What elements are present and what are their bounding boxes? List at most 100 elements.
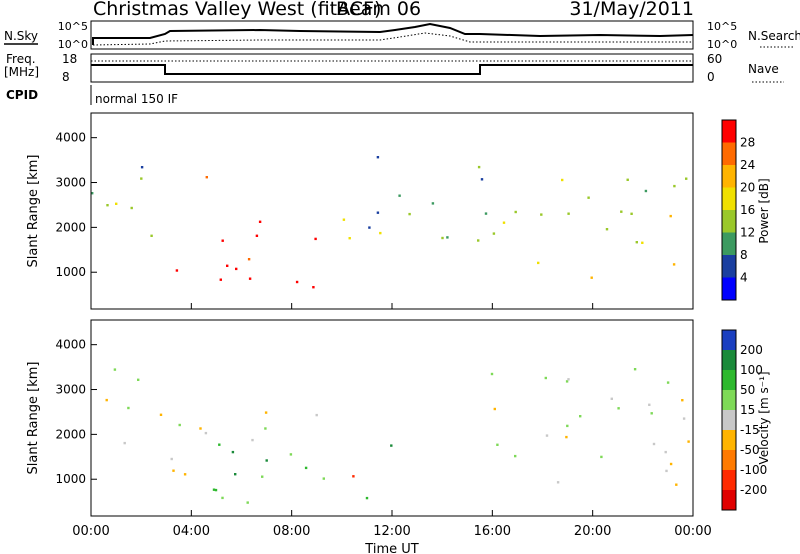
x-tick-label: 20:00	[574, 524, 611, 539]
heatmap-cell	[666, 381, 670, 384]
heatmap-cell	[545, 434, 549, 437]
velocity-colorbar-tick-label: -50	[740, 443, 760, 457]
heatmap-cell	[348, 237, 351, 240]
heatmap-cell	[175, 269, 179, 272]
heatmap-cell	[342, 218, 346, 221]
heatmap-cell	[565, 380, 569, 383]
heatmap-cell	[579, 415, 582, 418]
heatmap-cell	[490, 372, 494, 376]
heatmap-cell	[610, 397, 613, 400]
freq-strip-frame	[90, 53, 694, 83]
nsearch-trace	[92, 32, 693, 46]
power-colorbar-segment	[722, 187, 736, 211]
y-tick-label: 3000	[55, 383, 86, 397]
heatmap-cell	[669, 462, 673, 466]
heatmap-cell	[265, 459, 268, 462]
velocity-heatmap-cells	[105, 368, 690, 504]
heatmap-cell	[264, 411, 268, 414]
nave-bottom-tick: 0	[707, 70, 715, 84]
heatmap-cell	[641, 241, 644, 244]
x-tick-label: 00:00	[72, 524, 109, 539]
velocity-colorbar-segment	[722, 350, 736, 371]
velocity-colorbar-tick-label: 15	[740, 403, 755, 417]
y-tick-label: 4000	[55, 131, 86, 145]
heatmap-cell	[304, 466, 308, 470]
heatmap-cell	[312, 286, 315, 289]
x-tick-label: 08:00	[273, 524, 310, 539]
heatmap-cell	[314, 237, 317, 241]
cpid-value: normal 150 IF	[95, 92, 178, 106]
y-tick-label: 3000	[55, 176, 86, 190]
heatmap-cell	[620, 210, 623, 213]
velocity-panel-frame	[90, 319, 694, 517]
velocity-colorbar-segment	[722, 430, 736, 451]
heatmap-cell	[673, 184, 676, 188]
power-colorbar-label: Power [dB]	[757, 178, 771, 243]
power-colorbar-segment	[722, 255, 736, 278]
heatmap-cell	[289, 453, 293, 456]
heatmap-cell	[644, 189, 648, 193]
heatmap-cell	[514, 454, 517, 458]
velocity-colorbar-segment	[722, 370, 736, 391]
x-axis: 00:00 04:00 08:00 12:00 16:00 20:00 00:00	[72, 303, 712, 539]
heatmap-cell	[123, 441, 126, 445]
heatmap-cell	[219, 278, 222, 281]
heatmap-cell	[664, 450, 667, 454]
heatmap-cell	[441, 236, 444, 240]
heatmap-cell	[247, 258, 251, 261]
heatmap-cell	[105, 398, 108, 402]
heatmap-cell	[665, 469, 668, 473]
x-tick-label: 00:00	[674, 524, 711, 539]
heatmap-cell	[675, 483, 678, 486]
heatmap-cell	[605, 228, 609, 231]
power-colorbar-segment	[722, 120, 736, 143]
heatmap-cell	[255, 234, 259, 237]
heatmap-cell	[587, 196, 590, 199]
heatmap-cell	[630, 212, 633, 215]
heatmap-cell	[204, 431, 208, 435]
heatmap-cell	[496, 443, 499, 446]
heatmap-cell	[115, 202, 118, 205]
power-colorbar-tick-label: 16	[740, 203, 755, 217]
nsearch-top-tick: 10^5	[707, 20, 737, 33]
heatmap-cell	[130, 206, 133, 210]
heatmap-cell	[246, 501, 249, 504]
velocity-colorbar-tick-label: -15	[740, 423, 760, 437]
velocity-colorbar-tick-label: -100	[740, 463, 767, 477]
nsky-bottom-tick: 10^0	[58, 38, 88, 51]
power-y-axis-label: Slant Range [km]	[26, 155, 41, 268]
x-tick-label: 04:00	[173, 524, 210, 539]
nsearch-bottom-tick: 10^0	[707, 38, 737, 51]
heatmap-cell	[106, 204, 109, 207]
nave-label: Nave	[748, 62, 779, 76]
heatmap-cell	[214, 488, 218, 492]
freq-bottom-tick: 8	[62, 70, 70, 84]
heatmap-cell	[540, 213, 543, 216]
heatmap-cell	[480, 178, 484, 181]
heatmap-cell	[681, 399, 684, 402]
x-tick-label: 16:00	[474, 524, 511, 539]
y-tick-label: 2000	[55, 427, 86, 441]
power-colorbar-frame	[721, 119, 737, 301]
power-colorbar-segment	[722, 277, 736, 301]
velocity-colorbar-segment	[722, 410, 736, 431]
heatmap-cell	[231, 450, 235, 454]
nsky-top-tick: 10^5	[58, 20, 88, 33]
heatmap-cell	[544, 376, 547, 380]
y-tick-label: 4000	[55, 338, 86, 352]
heatmap-cell	[431, 202, 435, 205]
heatmap-cell	[376, 156, 380, 159]
freq-label: Freq.	[6, 52, 36, 66]
power-heatmap-cells	[91, 156, 688, 289]
velocity-colorbar-segment	[722, 390, 736, 411]
heatmap-cell	[212, 488, 216, 491]
velocity-colorbar-tick-label: -200	[740, 483, 767, 497]
heatmap-cell	[248, 277, 252, 280]
x-axis-label: Time UT	[364, 542, 418, 554]
velocity-colorbar-tick-label: 200	[740, 343, 763, 357]
heatmap-cell	[477, 165, 481, 169]
heatmap-cell	[258, 220, 262, 223]
heatmap-cell	[159, 413, 163, 416]
heatmap-cell	[221, 239, 224, 242]
heatmap-cell	[685, 177, 688, 180]
